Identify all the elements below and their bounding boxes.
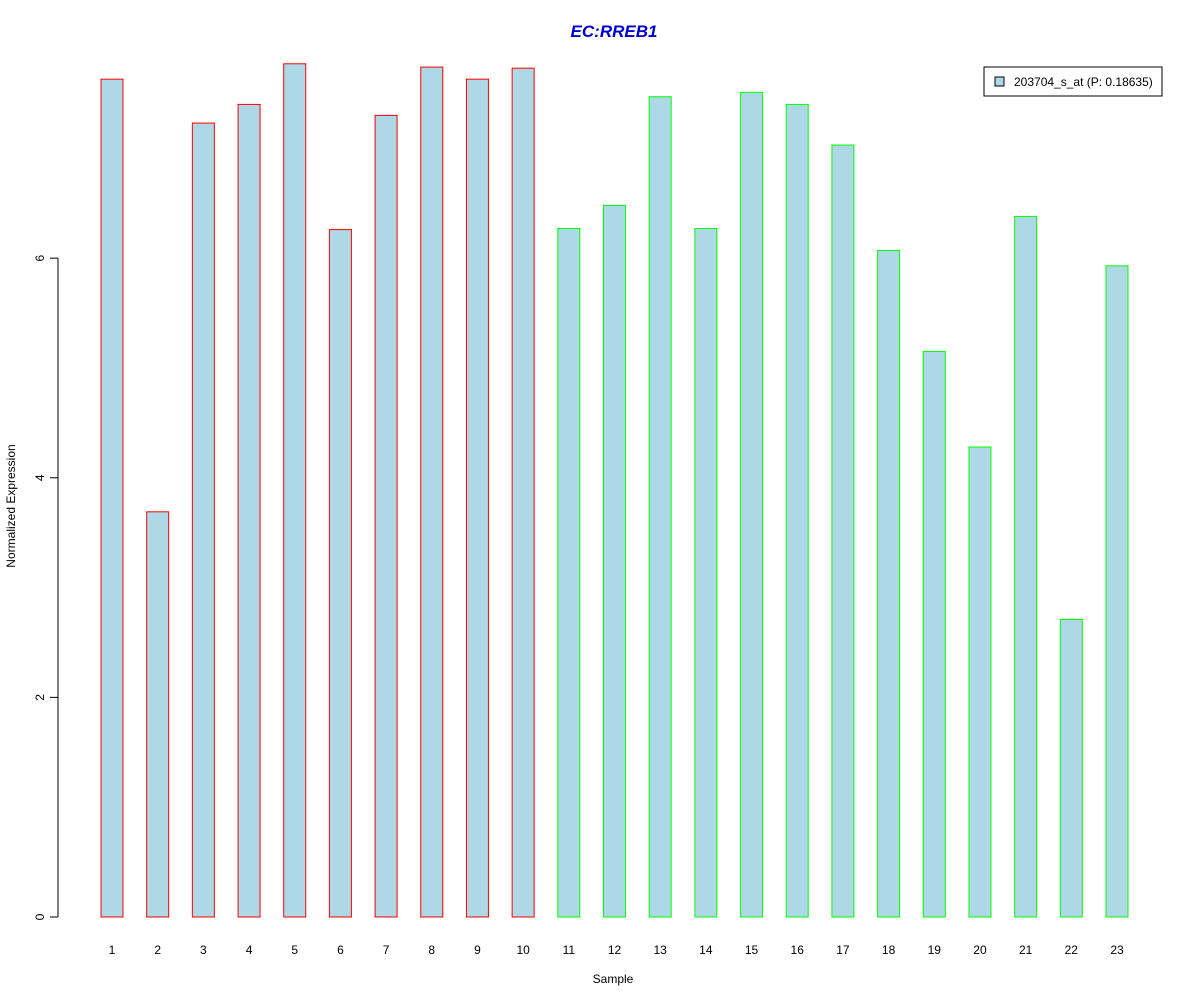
x-tick-label: 17 (836, 943, 850, 957)
y-tick-label: 2 (33, 694, 47, 701)
bar-sample-12 (603, 204, 626, 918)
x-tick-label: 20 (973, 943, 987, 957)
x-tick-label: 16 (791, 943, 805, 957)
x-tick-labels: 1 2 3 4 5 6 7 8 9 10 11 12 13 14 15 16 17 18 19 20 21 22 23 (109, 943, 1124, 957)
x-tick-label: 13 (654, 943, 668, 957)
bar-sample-1 (100, 78, 124, 918)
legend-label: 203704_s_at (P: 0.18635) (1014, 75, 1153, 89)
x-tick-label: 2 (154, 943, 161, 957)
bar-sample-6 (328, 229, 352, 918)
y-tick-label: 0 (33, 913, 47, 920)
x-tick-label: 9 (474, 943, 481, 957)
x-tick-label: 15 (745, 943, 759, 957)
bars-group (100, 63, 1129, 918)
x-tick-label: 3 (200, 943, 207, 957)
bar-sample-18 (877, 249, 901, 918)
bar-sample-11 (557, 228, 581, 918)
legend-swatch (994, 76, 1005, 87)
x-axis-title: Sample (593, 972, 634, 986)
bar-sample-4 (237, 103, 261, 918)
x-tick-label: 22 (1065, 943, 1079, 957)
bar-sample-17 (831, 144, 855, 918)
y-tick-label: 4 (33, 474, 47, 481)
x-tick-label: 1 (109, 943, 116, 957)
bar-sample-23 (1105, 265, 1129, 918)
x-tick-label: 14 (699, 943, 713, 957)
bar-sample-9 (465, 78, 489, 918)
bar-sample-3 (191, 122, 215, 918)
x-tick-label: 23 (1110, 943, 1124, 957)
x-tick-label: 8 (428, 943, 435, 957)
x-tick-label: 19 (928, 943, 942, 957)
x-tick-label: 4 (246, 943, 253, 957)
bar-sample-13 (648, 96, 672, 918)
bar-sample-22 (1059, 618, 1083, 918)
x-tick-label: 7 (383, 943, 390, 957)
bar-sample-8 (420, 66, 444, 918)
y-axis: 0 2 4 6 (33, 254, 59, 920)
x-tick-label: 12 (608, 943, 622, 957)
x-tick-label: 6 (337, 943, 344, 957)
bar-sample-7 (374, 114, 398, 918)
x-tick-label: 21 (1019, 943, 1033, 957)
legend: 203704_s_at (P: 0.18635) (983, 66, 1163, 97)
bar-sample-19 (922, 350, 946, 918)
bar-sample-15 (740, 91, 764, 918)
y-axis-title: Normalized Expression (4, 444, 18, 567)
legend-box (983, 66, 1163, 97)
y-tick-label: 6 (33, 254, 47, 261)
bar-sample-21 (1014, 215, 1038, 918)
x-tick-label: 18 (882, 943, 896, 957)
x-tick-label: 5 (291, 943, 298, 957)
x-tick-label: 10 (516, 943, 530, 957)
chart-title: EC:RREB1 (571, 22, 658, 41)
bar-sample-16 (785, 103, 809, 918)
bar-sample-2 (146, 511, 170, 918)
bar-sample-20 (968, 446, 992, 918)
bar-sample-10 (511, 67, 535, 918)
x-tick-label: 11 (563, 943, 576, 957)
bar-sample-14 (694, 228, 718, 918)
bar-sample-5 (283, 63, 307, 918)
